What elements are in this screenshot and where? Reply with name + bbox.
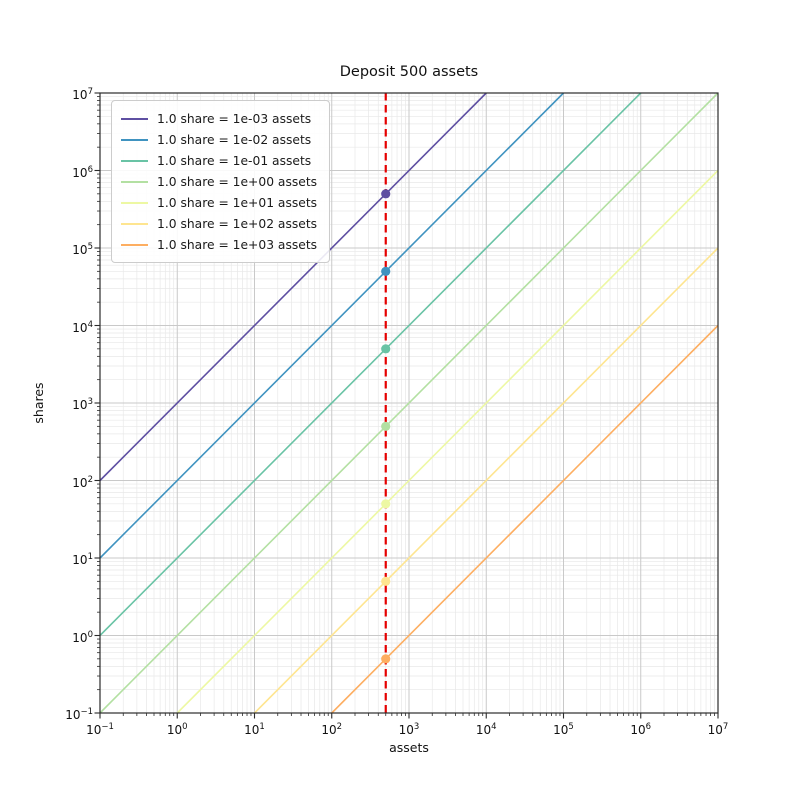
- chart-title: Deposit 500 assets: [339, 64, 479, 80]
- legend-item-label: 1.0 share = 1e+00 assets: [157, 174, 318, 189]
- legend-item: 1.0 share = 1e+03 assets: [121, 234, 317, 255]
- y-tick-label: 102: [72, 474, 93, 490]
- legend-line-swatch: [121, 222, 148, 225]
- legend-item-label: 1.0 share = 1e-03 assets: [157, 111, 312, 126]
- legend-item-label: 1.0 share = 1e+02 assets: [157, 216, 318, 231]
- legend-item: 1.0 share = 1e+01 assets: [121, 192, 317, 213]
- y-tick-label: 10−1: [65, 707, 93, 722]
- legend-line-swatch: [121, 243, 148, 246]
- legend-item-label: 1.0 share = 1e+01 assets: [157, 195, 318, 210]
- legend-item-label: 1.0 share = 1e-02 assets: [157, 132, 312, 147]
- y-tick-label: 103: [72, 397, 93, 412]
- y-axis-label: shares: [31, 382, 46, 424]
- x-tick-label: 103: [398, 722, 420, 737]
- x-tick-label: 10−1: [86, 722, 114, 737]
- x-tick-label: 105: [553, 722, 574, 737]
- y-tick-label: 101: [72, 552, 93, 567]
- x-axis-label: assets: [389, 740, 429, 755]
- legend-line-swatch: [121, 159, 148, 162]
- legend-line-swatch: [121, 201, 148, 204]
- x-tick-label: 104: [475, 722, 497, 737]
- legend-item: 1.0 share = 1e-03 assets: [121, 108, 317, 129]
- plot-area: 1.0 share = 1e-03 assets 1.0 share = 1e-0…: [94, 92, 719, 719]
- legend-item-label: 1.0 share = 1e+03 assets: [157, 237, 318, 252]
- legend-item-label: 1.0 share = 1e-01 assets: [157, 153, 312, 168]
- legend-item: 1.0 share = 1e+02 assets: [121, 213, 317, 234]
- y-tick-label: 107: [72, 87, 93, 102]
- legend-item: 1.0 share = 1e+00 assets: [121, 171, 317, 192]
- legend: 1.0 share = 1e-03 assets 1.0 share = 1e-0…: [111, 100, 331, 263]
- legend-line-swatch: [121, 138, 148, 141]
- x-tick-label: 102: [321, 722, 343, 737]
- x-tick-label: 106: [630, 722, 652, 737]
- y-tick-label: 104: [72, 319, 93, 335]
- legend-item: 1.0 share = 1e-02 assets: [121, 129, 317, 150]
- y-tick-label: 105: [72, 242, 93, 257]
- legend-line-swatch: [121, 180, 148, 183]
- y-tick-label: 106: [72, 164, 93, 180]
- x-tick-label: 100: [166, 722, 188, 737]
- y-tick-label: 100: [72, 629, 93, 645]
- legend-line-swatch: [121, 117, 148, 120]
- legend-item: 1.0 share = 1e-01 assets: [121, 150, 317, 171]
- x-tick-label: 101: [244, 722, 265, 737]
- x-tick-label: 107: [707, 722, 729, 737]
